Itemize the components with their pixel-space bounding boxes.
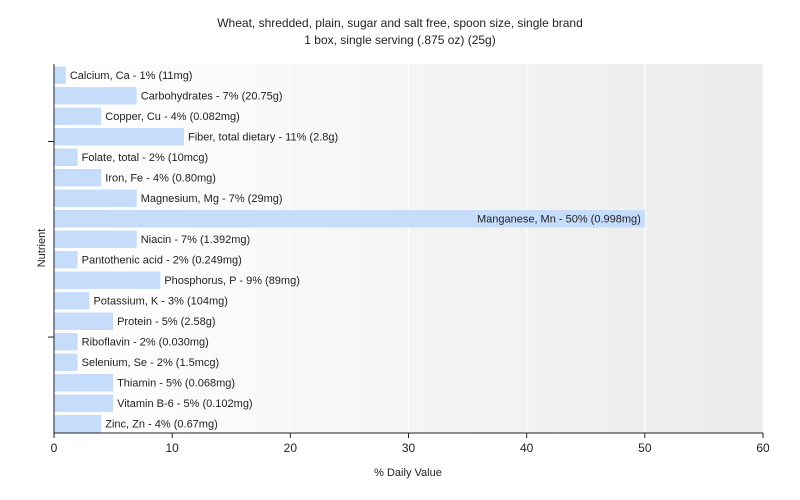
bar-label: Calcium, Ca - 1% (11mg) — [70, 70, 193, 82]
x-tick-label: 10 — [165, 441, 179, 455]
x-tick-label: 40 — [520, 441, 534, 455]
bar-label: Protein - 5% (2.58g) — [117, 316, 215, 328]
chart-title: Wheat, shredded, plain, sugar and salt f… — [217, 16, 583, 30]
bar — [54, 292, 90, 310]
bar-label: Manganese, Mn - 50% (0.998mg) — [477, 214, 641, 226]
bar-label: Pantothenic acid - 2% (0.249mg) — [82, 255, 242, 267]
bar-label: Phosphorus, P - 9% (89mg) — [164, 275, 300, 287]
bar-label: Selenium, Se - 2% (1.5mcg) — [82, 357, 220, 369]
bar-label: Folate, total - 2% (10mcg) — [82, 152, 209, 164]
grid-lines — [171, 64, 764, 433]
bar-label: Carbohydrates - 7% (20.75g) — [141, 91, 283, 103]
bar — [54, 66, 66, 84]
bar — [54, 374, 114, 392]
bar-label: Zinc, Zn - 4% (0.67mg) — [105, 419, 217, 431]
chart-subtitle: 1 box, single serving (.875 oz) (25g) — [304, 33, 495, 47]
bar-label: Potassium, K - 3% (104mg) — [93, 296, 228, 308]
bar — [54, 210, 645, 228]
y-axis-label: Nutrient — [36, 229, 48, 268]
x-axis-label: % Daily Value — [374, 467, 442, 479]
bar-label: Copper, Cu - 4% (0.082mg) — [105, 111, 240, 123]
bar — [54, 353, 78, 371]
bar — [54, 271, 161, 289]
bar-label: Vitamin B-6 - 5% (0.102mg) — [117, 398, 253, 410]
bar-label: Riboflavin - 2% (0.030mg) — [82, 337, 209, 349]
bar — [54, 87, 137, 105]
bars-group: Calcium, Ca - 1% (11mg) Carbohydrates - 7… — [54, 66, 645, 433]
bar — [54, 415, 102, 433]
bar-label: Magnesium, Mg - 7% (29mg) — [141, 193, 283, 205]
bar — [54, 230, 137, 248]
bar — [54, 394, 114, 412]
bar — [54, 148, 78, 166]
bar-label: Fiber, total dietary - 11% (2.8g) — [188, 132, 338, 144]
bar-label: Thiamin - 5% (0.068mg) — [117, 378, 235, 390]
x-tick-label: 50 — [638, 441, 652, 455]
x-tick-label: 60 — [756, 441, 770, 455]
bar-label: Niacin - 7% (1.392mg) — [141, 234, 250, 246]
bar — [54, 333, 78, 351]
bar — [54, 169, 102, 187]
bar-label: Iron, Fe - 4% (0.80mg) — [105, 173, 216, 185]
bar — [54, 312, 114, 330]
bar — [54, 128, 184, 146]
x-tick-label: 20 — [284, 441, 298, 455]
axes-group: 0 10 20 30 40 50 60 — [48, 64, 770, 455]
x-tick-label: 30 — [402, 441, 416, 455]
bar — [54, 107, 102, 125]
x-tick-label: 0 — [51, 441, 58, 455]
bar — [54, 251, 78, 269]
bar — [54, 189, 137, 207]
